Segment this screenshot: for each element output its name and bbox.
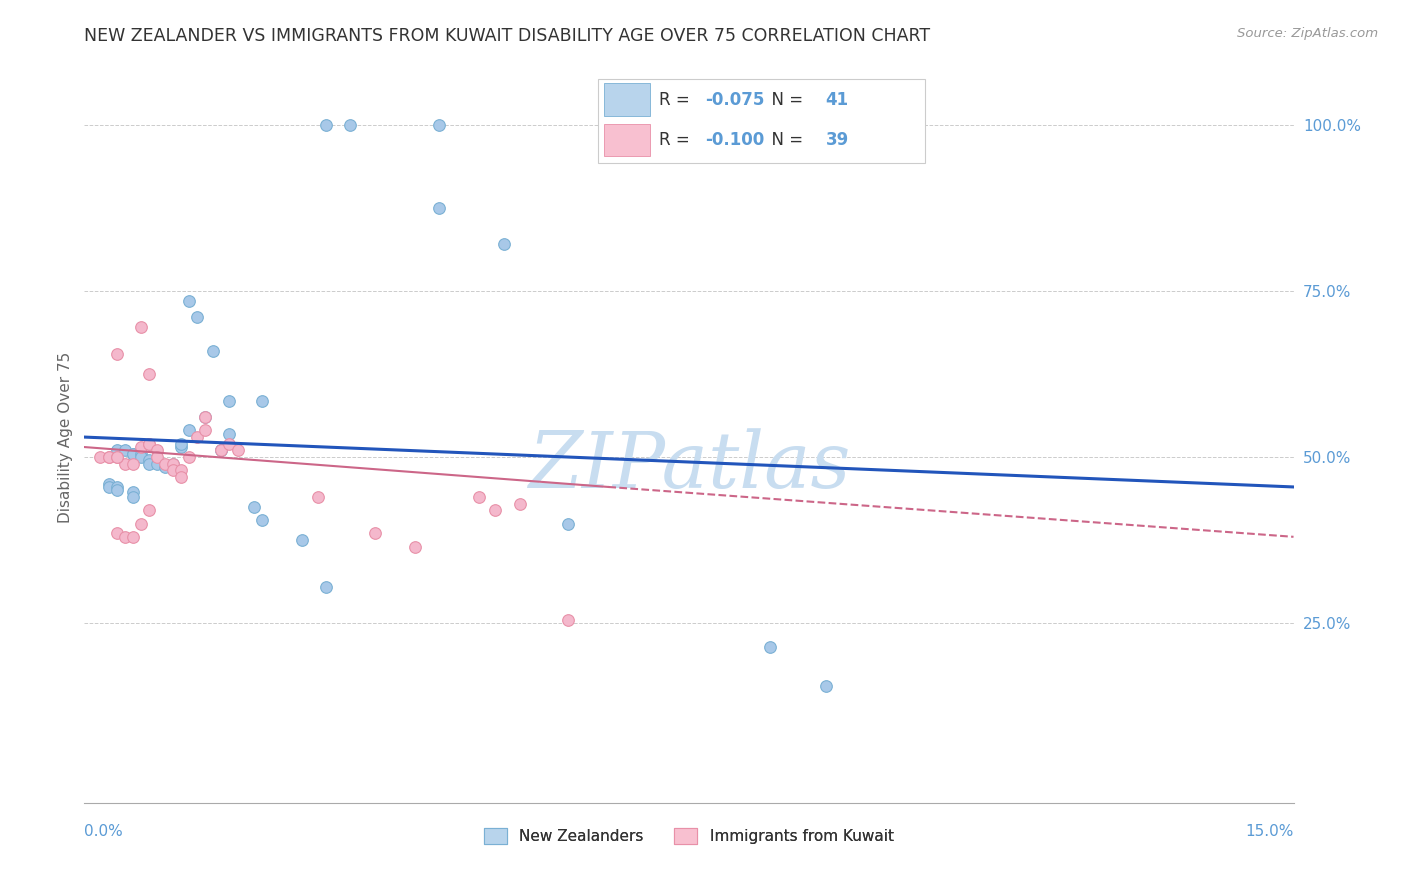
Point: [250, 393, 273, 408]
Point: [209, 443, 232, 458]
FancyBboxPatch shape: [605, 84, 650, 116]
Point: [250, 513, 273, 527]
Point: [121, 530, 143, 544]
Point: [146, 443, 169, 458]
Point: [105, 450, 128, 464]
Point: [209, 443, 232, 458]
Text: ZIPatlas: ZIPatlas: [527, 428, 851, 505]
Text: R =: R =: [658, 131, 695, 149]
Point: [129, 320, 152, 334]
Point: [427, 118, 450, 132]
Text: N =: N =: [762, 90, 808, 109]
Point: [129, 440, 152, 454]
Y-axis label: Disability Age Over 75: Disability Age Over 75: [58, 351, 73, 523]
Point: [153, 460, 176, 475]
Point: [427, 201, 450, 215]
Point: [162, 463, 184, 477]
Text: R =: R =: [658, 90, 695, 109]
Point: [121, 447, 143, 461]
Point: [97, 450, 120, 464]
Point: [138, 453, 160, 467]
Point: [484, 503, 506, 517]
Text: N =: N =: [762, 131, 808, 149]
Text: NEW ZEALANDER VS IMMIGRANTS FROM KUWAIT DISABILITY AGE OVER 75 CORRELATION CHART: NEW ZEALANDER VS IMMIGRANTS FROM KUWAIT …: [84, 27, 931, 45]
Point: [814, 680, 837, 694]
Point: [105, 480, 128, 494]
Point: [97, 450, 120, 464]
Point: [179, 450, 201, 464]
Point: [307, 490, 329, 504]
Point: [105, 450, 128, 464]
Point: [202, 343, 225, 358]
Point: [146, 457, 169, 471]
Point: [194, 424, 217, 438]
FancyBboxPatch shape: [605, 124, 650, 156]
Point: [105, 347, 128, 361]
Text: 0.0%: 0.0%: [84, 823, 124, 838]
Point: [121, 457, 143, 471]
Point: [315, 580, 337, 594]
Point: [468, 490, 491, 504]
Point: [242, 500, 264, 514]
Point: [170, 436, 193, 450]
Point: [105, 483, 128, 498]
Point: [492, 237, 515, 252]
Point: [138, 457, 160, 471]
Point: [146, 450, 169, 464]
Text: 15.0%: 15.0%: [1246, 823, 1294, 838]
Point: [218, 393, 240, 408]
Point: [105, 526, 128, 541]
Point: [153, 457, 176, 471]
Text: -0.075: -0.075: [704, 90, 763, 109]
Point: [218, 426, 240, 441]
Point: [162, 457, 184, 471]
Point: [121, 484, 143, 499]
Point: [121, 447, 143, 461]
Point: [129, 516, 152, 531]
Point: [218, 436, 240, 450]
Point: [194, 410, 217, 425]
Point: [315, 118, 337, 132]
Point: [509, 497, 531, 511]
Point: [97, 480, 120, 494]
Point: [129, 447, 152, 461]
Point: [186, 430, 208, 444]
Text: -0.100: -0.100: [704, 131, 763, 149]
Point: [162, 457, 184, 471]
Point: [179, 293, 201, 308]
Legend: New Zealanders, Immigrants from Kuwait: New Zealanders, Immigrants from Kuwait: [478, 822, 900, 850]
Point: [138, 436, 160, 450]
Point: [179, 424, 201, 438]
Text: 39: 39: [825, 131, 849, 149]
Text: 41: 41: [825, 90, 849, 109]
Point: [138, 436, 160, 450]
Point: [170, 470, 193, 484]
Point: [114, 457, 136, 471]
Point: [170, 463, 193, 477]
Point: [138, 367, 160, 381]
Point: [186, 310, 208, 325]
Point: [758, 640, 780, 654]
Point: [138, 503, 160, 517]
Text: Source: ZipAtlas.com: Source: ZipAtlas.com: [1237, 27, 1378, 40]
Point: [89, 450, 111, 464]
Point: [291, 533, 314, 548]
Point: [226, 443, 249, 458]
Point: [339, 118, 361, 132]
Point: [194, 410, 217, 425]
Point: [97, 476, 120, 491]
FancyBboxPatch shape: [599, 78, 925, 162]
Point: [557, 613, 579, 627]
Point: [363, 526, 385, 541]
Point: [404, 540, 426, 554]
Point: [170, 440, 193, 454]
Point: [129, 450, 152, 464]
Point: [557, 516, 579, 531]
Point: [114, 443, 136, 458]
Point: [105, 443, 128, 458]
Point: [121, 490, 143, 504]
Point: [114, 530, 136, 544]
Point: [209, 443, 232, 458]
